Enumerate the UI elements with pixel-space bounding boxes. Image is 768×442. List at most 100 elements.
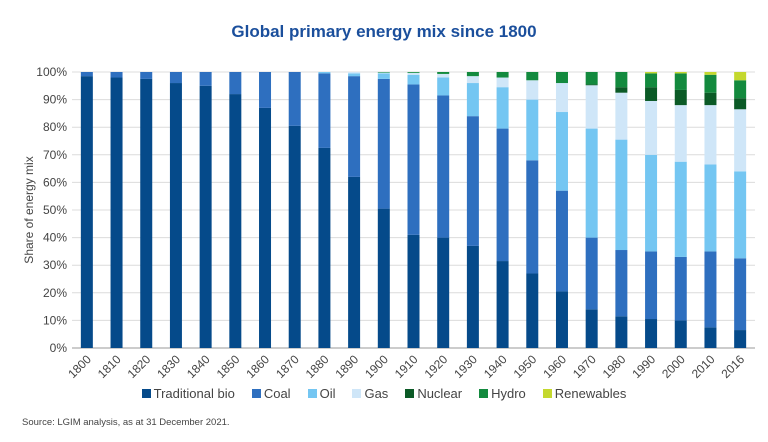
bar-segment-coal xyxy=(466,116,479,246)
bar-segment-coal xyxy=(199,72,212,86)
chart-title: Global primary energy mix since 1800 xyxy=(231,22,537,41)
bar-segment-traditional-bio xyxy=(110,77,123,349)
bar-segment-coal xyxy=(80,72,93,77)
legend: Traditional bio Coal Oil Gas Nuclear Hydro Ren… xyxy=(0,386,768,401)
legend-item: Coal xyxy=(251,386,291,401)
bar-segment-oil xyxy=(704,164,717,252)
bar-segment-hydro xyxy=(526,72,539,81)
bar-segment-renewables xyxy=(645,72,658,74)
x-tick-label: 1980 xyxy=(600,352,629,381)
y-tick-label: 80% xyxy=(43,120,67,134)
legend-swatch xyxy=(141,389,151,398)
bar-segment-coal xyxy=(229,72,242,95)
bar-segment-oil xyxy=(496,87,509,129)
bar-segment-traditional-bio xyxy=(615,316,628,348)
bar-segment-coal xyxy=(734,258,747,331)
y-tick-label: 40% xyxy=(43,231,67,245)
x-tick-label: 2000 xyxy=(659,352,688,381)
bar-segment-gas xyxy=(645,100,658,155)
x-tick-label: 1860 xyxy=(243,352,272,381)
x-tick-label: 2010 xyxy=(689,352,718,381)
legend-swatch xyxy=(352,389,362,398)
y-tick-label: 60% xyxy=(43,175,67,189)
legend-item: Oil xyxy=(307,386,336,401)
legend-item: Hydro xyxy=(479,386,526,401)
x-tick-label: 1890 xyxy=(332,352,361,381)
x-tick-label: 1840 xyxy=(184,352,213,381)
y-axis-title: Share of energy mix xyxy=(22,156,36,263)
legend-label: Hydro xyxy=(491,386,526,401)
y-tick-label: 50% xyxy=(43,203,67,217)
x-tick-label: 1880 xyxy=(303,352,332,381)
bar-segment-gas xyxy=(674,105,687,162)
bar-segment-gas xyxy=(555,83,568,113)
bar-segment-coal xyxy=(348,76,361,177)
bar-segment-coal xyxy=(407,84,420,235)
bar-segment-traditional-bio xyxy=(585,309,598,348)
legend-item: Gas xyxy=(352,386,388,401)
legend-label: Traditional bio xyxy=(153,386,235,401)
bar-segment-hydro xyxy=(704,74,717,93)
bar-segment-traditional-bio xyxy=(318,147,331,348)
x-tick-label: 1950 xyxy=(511,352,540,381)
bar-segment-coal xyxy=(437,95,450,238)
bar-segment-oil xyxy=(615,139,628,251)
legend-label: Gas xyxy=(364,386,389,401)
bar-segment-traditional-bio xyxy=(674,320,687,348)
legend-swatch xyxy=(251,389,261,398)
bar-segment-traditional-bio xyxy=(704,327,717,348)
legend-label: Coal xyxy=(263,386,291,401)
legend-item: Renewables xyxy=(542,386,626,401)
bar-segment-hydro xyxy=(615,72,628,88)
bar-segment-coal xyxy=(110,72,123,78)
bar-segment-gas xyxy=(526,80,539,100)
bar-segment-traditional-bio xyxy=(437,237,450,348)
legend-label: Oil xyxy=(319,386,336,401)
bar-segment-nuclear xyxy=(615,87,628,93)
bar-segment-coal xyxy=(674,256,687,321)
legend-swatch xyxy=(479,389,489,398)
x-tick-label: 2016 xyxy=(718,352,747,381)
bar-segment-traditional-bio xyxy=(348,176,361,348)
legend-item: Nuclear xyxy=(405,386,462,401)
bar-segment-oil xyxy=(348,73,361,77)
bar-segment-coal xyxy=(585,237,598,310)
bar-segment-nuclear xyxy=(674,89,687,106)
bar-segment-oil xyxy=(585,128,598,238)
bar-segment-nuclear xyxy=(645,87,658,101)
bar-segment-oil xyxy=(645,154,658,252)
bar-segment-oil xyxy=(555,112,568,191)
bar-segment-hydro xyxy=(496,72,509,78)
x-tick-label: 1910 xyxy=(392,352,421,381)
bar-segment-nuclear xyxy=(704,92,717,106)
legend-swatch xyxy=(405,389,415,398)
bar-segment-hydro xyxy=(407,72,420,73)
bar-segment-gas xyxy=(377,72,390,74)
source-note: Source: LGIM analysis, as at 31 December… xyxy=(22,417,230,428)
bar-segment-traditional-bio xyxy=(496,261,509,348)
bar-segment-gas xyxy=(496,77,509,88)
bar-segment-coal xyxy=(259,72,272,108)
bar-segment-oil xyxy=(466,83,479,117)
x-tick-label: 1940 xyxy=(481,352,510,381)
y-tick-label: 10% xyxy=(43,313,67,327)
y-tick-label: 70% xyxy=(43,148,67,162)
bar-segment-hydro xyxy=(555,72,568,84)
legend-swatch xyxy=(307,389,317,398)
bar-segment-traditional-bio xyxy=(259,107,272,348)
bar-segment-coal xyxy=(526,160,539,274)
bar-segment-traditional-bio xyxy=(407,234,420,348)
bar-segment-traditional-bio xyxy=(466,245,479,348)
bar-segment-hydro xyxy=(437,72,450,74)
bar-segment-gas xyxy=(407,72,420,75)
y-tick-label: 90% xyxy=(43,93,67,107)
bar-segment-gas xyxy=(734,109,747,172)
bar-segment-oil xyxy=(437,77,450,96)
y-tick-label: 30% xyxy=(43,258,67,272)
bar-segment-traditional-bio xyxy=(199,85,212,349)
bar-segment-traditional-bio xyxy=(645,319,658,348)
bar-segment-coal xyxy=(615,250,628,317)
x-tick-label: 1900 xyxy=(362,352,391,381)
bar-segment-renewables xyxy=(734,72,747,81)
